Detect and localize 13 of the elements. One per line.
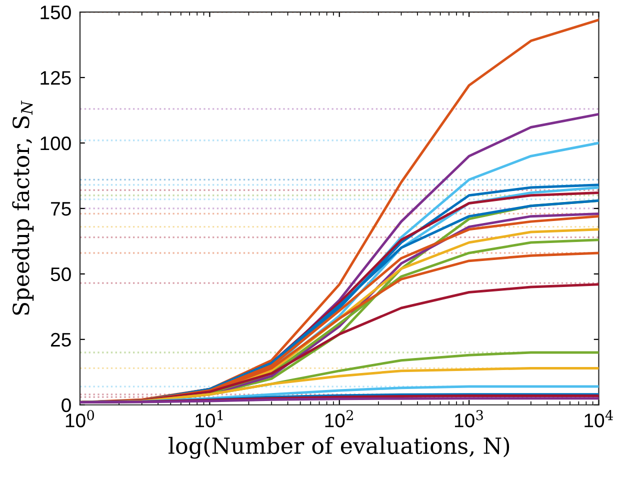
x-tick-label: 10$^{2}$ — [325, 410, 353, 428]
x-tick-label: 10$^{3}$ — [454, 410, 483, 428]
y-tick-label: 100 — [40, 136, 71, 150]
y-tick-label: 0 — [62, 398, 71, 412]
y-tick-label: 25 — [51, 332, 71, 347]
y-tick-label: 50 — [50, 267, 71, 282]
y-axis-title: Speedup factor, S$_{N}$ — [12, 100, 34, 315]
x-tick-label: 10$^{4}$ — [584, 410, 613, 428]
x-axis-title: log(Number of evaluations, N) — [168, 436, 510, 459]
y-tick-label: 75 — [51, 202, 71, 216]
y-tick-label: 150 — [40, 6, 71, 20]
y-tick-label: 125 — [40, 70, 71, 85]
x-tick-label: 10$^{1}$ — [196, 410, 223, 428]
